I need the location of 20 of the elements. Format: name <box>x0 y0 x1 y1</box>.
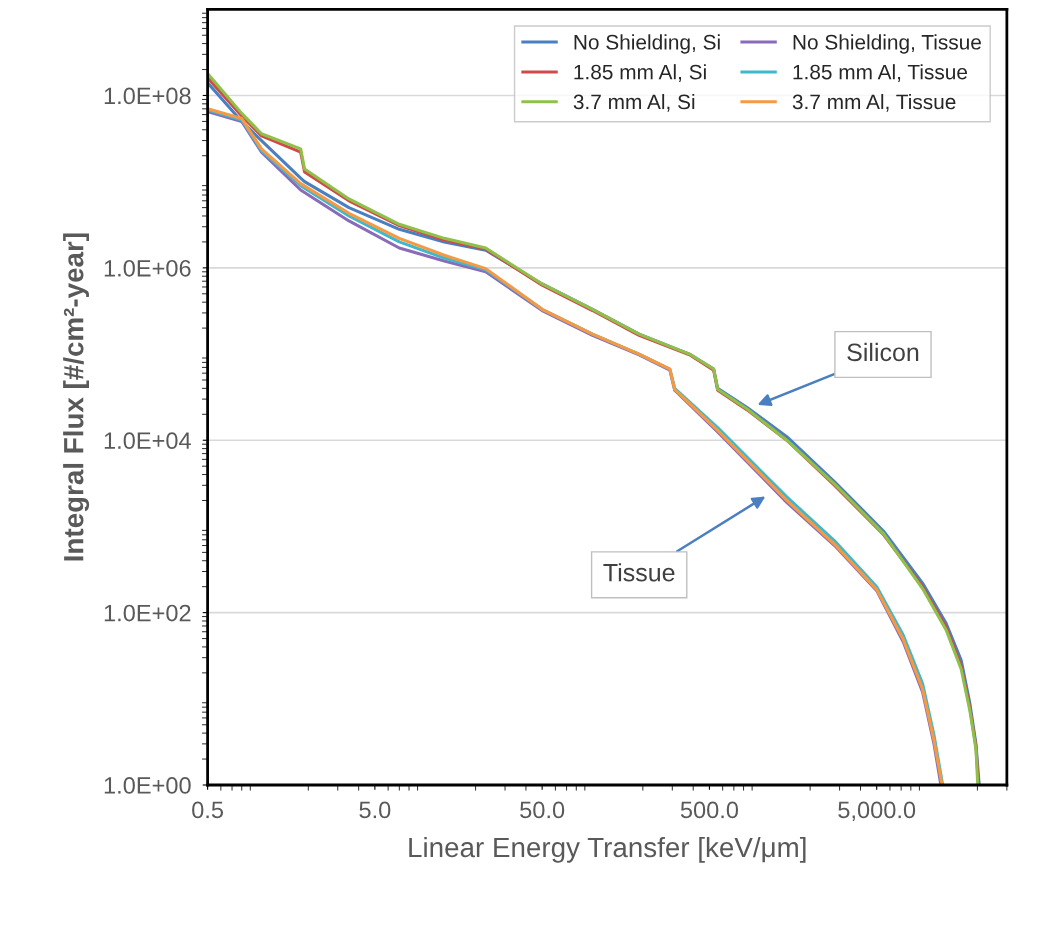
x-tick-label: 50.0 <box>520 801 565 819</box>
x-tick-label: 500.0 <box>680 801 739 819</box>
y-tick-label: 1.0E+06 <box>104 259 191 277</box>
annotation: Tissue <box>603 563 675 582</box>
legend-label: 1.85 mm Al, Tissue <box>793 64 968 82</box>
x-tick-label: 0.5 <box>192 801 224 819</box>
legend-label: No Shielding, Tissue <box>793 34 981 54</box>
x-axis-title: Linear Energy Transfer [keV/μm] <box>409 836 806 863</box>
legend-label: 1.85 mm Al, Si <box>574 64 706 82</box>
annotation: Silicon <box>847 342 919 362</box>
y-tick-label: 1.0E+08 <box>104 87 191 105</box>
legend-label: 3.7 mm Al, Si <box>573 93 695 112</box>
x-tick-label: 5,000.0 <box>838 801 916 822</box>
legend-label: No Shielding, Si <box>574 34 720 54</box>
y-tick-label: 1.0E+00 <box>104 777 191 794</box>
x-tick-label: 5.0 <box>359 801 391 819</box>
y-axis-title: Integral Flux [#/cm²-year] <box>63 233 90 561</box>
y-tick-label: 1.0E+04 <box>104 432 191 450</box>
legend-label: 3.7 mm Al, Tissue <box>792 93 956 112</box>
y-tick-label: 1.0E+02 <box>104 604 191 622</box>
